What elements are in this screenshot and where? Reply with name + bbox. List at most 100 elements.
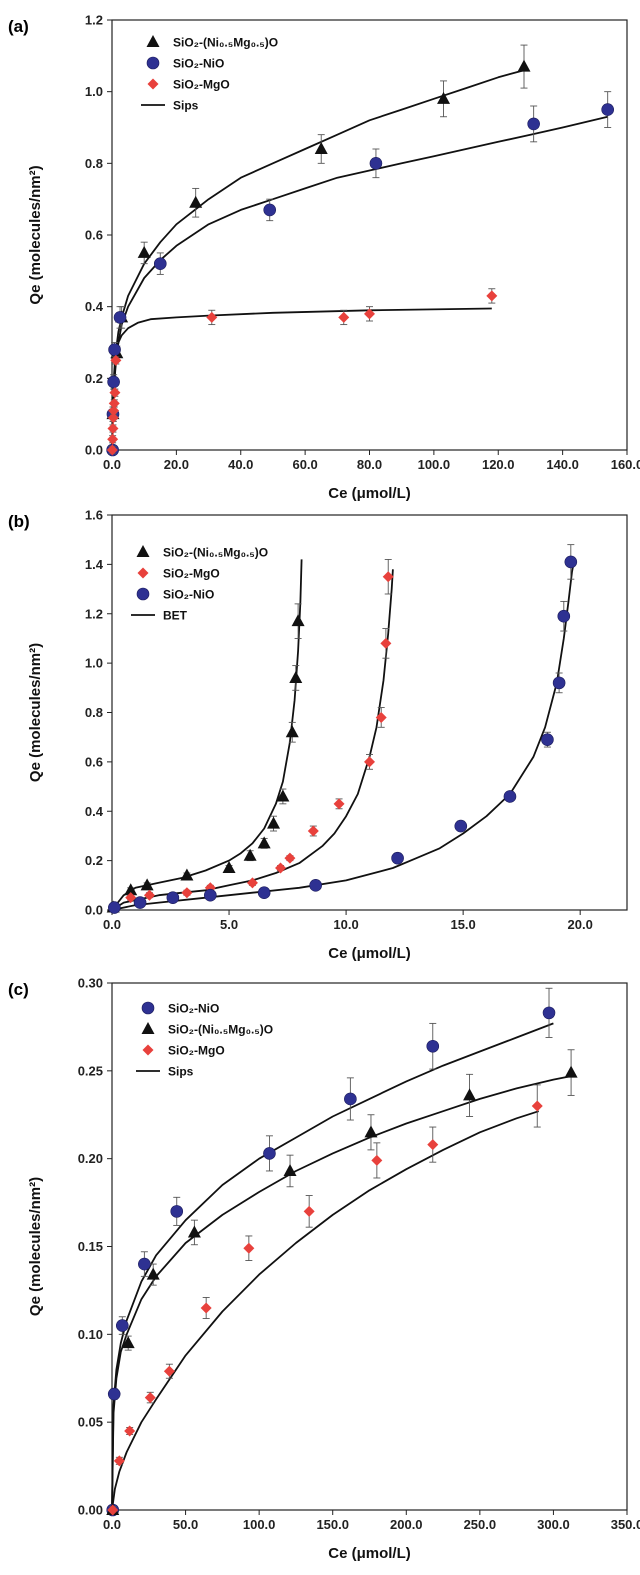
data-point	[344, 1092, 357, 1106]
data-point	[206, 311, 218, 323]
data-point	[364, 1125, 378, 1138]
data-point	[486, 290, 498, 302]
x-tick-label: 300.0	[537, 1517, 570, 1532]
data-point	[517, 59, 531, 72]
legend-marker	[142, 1044, 154, 1056]
x-axis-title: Ce (μmol/L)	[328, 945, 411, 962]
legend-marker	[146, 56, 160, 70]
data-point	[307, 825, 319, 837]
data-point	[338, 311, 350, 323]
legend-label: SiO₂-MgO	[168, 1044, 225, 1058]
legend-label: Sips	[173, 99, 199, 113]
data-point	[369, 157, 383, 170]
data-point	[181, 887, 193, 899]
data-point	[257, 836, 271, 849]
x-tick-label: 40.0	[228, 457, 253, 472]
data-point	[144, 1392, 156, 1404]
legend: SiO₂-(Ni₀.₅Mg₀.₅)O SiO₂-NiO SiO₂-MgO Sips	[141, 35, 278, 113]
x-tick-label: 80.0	[357, 457, 382, 472]
data-point	[107, 1504, 119, 1516]
legend-label: SiO₂-NiO	[163, 588, 214, 602]
y-tick-label: 0.20	[78, 1151, 103, 1166]
data-point	[267, 816, 281, 829]
x-axis-title: Ce (μmol/L)	[328, 1545, 411, 1562]
data-point	[113, 1455, 125, 1467]
data-point	[116, 1319, 129, 1332]
fit-curve-3	[111, 1110, 539, 1511]
data-point	[426, 1039, 440, 1053]
data-point	[189, 195, 203, 208]
data-point	[285, 725, 299, 738]
data-point	[108, 343, 121, 356]
y-tick-label: 0.0	[85, 903, 103, 918]
data-point	[364, 308, 375, 320]
data-point	[133, 896, 147, 909]
legend: SiO₂-(Ni₀.₅Mg₀.₅)O SiO₂-MgO SiO₂-NiO BET	[131, 545, 268, 623]
legend: SiO₂-NiO SiO₂-(Ni₀.₅Mg₀.₅)O SiO₂-MgO Sips	[136, 1002, 273, 1079]
x-tick-label: 5.0	[220, 917, 238, 932]
data-point	[166, 891, 180, 904]
data-point	[427, 1139, 439, 1151]
legend-label: SiO₂-(Ni₀.₅Mg₀.₅)O	[163, 546, 268, 560]
data-point	[124, 883, 138, 896]
data-point	[291, 614, 305, 627]
plot-frame	[111, 982, 628, 1511]
y-tick-label: 1.0	[85, 84, 103, 99]
x-tick-label: 200.0	[390, 1517, 423, 1532]
data-point	[108, 405, 120, 417]
data-point	[107, 412, 119, 424]
data-point	[437, 91, 451, 104]
y-tick-label: 0.4	[85, 299, 104, 314]
y-tick-label: 0.6	[85, 228, 103, 243]
data-point	[542, 1006, 556, 1020]
data-point	[125, 892, 137, 904]
data-point	[137, 245, 151, 258]
legend-marker	[146, 35, 160, 47]
y-tick-label: 0.2	[85, 371, 103, 386]
x-tick-label: 250.0	[464, 1517, 497, 1532]
chart-panel-a: (a) 0.0 20.0 40.0 60.0 80.0 100.0 120.0 140.0 160…	[8, 13, 640, 503]
data-point	[275, 862, 287, 874]
data-point	[371, 1154, 383, 1166]
data-point	[146, 1267, 160, 1280]
chart-panel-b: (b) 0.0 5.0 10.0 15.0 20.0 0.0 0.2 0.4 0.6 0.8 1.0 1…	[8, 508, 628, 962]
data-point	[552, 676, 566, 690]
x-tick-label: 0.0	[103, 1517, 121, 1532]
fit-curve-2	[111, 569, 394, 911]
data-point	[187, 1225, 201, 1238]
data-point	[153, 257, 167, 270]
x-tick-label: 60.0	[292, 457, 317, 472]
chart-panel-c: (c)0.0 50.0 100.0 150.0 200.0 250.0 300.0 350.0…	[8, 976, 640, 1563]
x-tick-label: 160.0	[611, 457, 640, 472]
y-tick-label: 0.2	[85, 853, 103, 868]
y-tick-label: 0.6	[85, 754, 103, 769]
legend-label: SiO₂-(Ni₀.₅Mg₀.₅)O	[173, 36, 278, 50]
data-point	[601, 103, 614, 116]
legend-label: Sips	[168, 1065, 194, 1079]
data-point	[107, 433, 119, 445]
legend-label: SiO₂-NiO	[168, 1002, 219, 1016]
data-point	[284, 852, 296, 864]
data-point	[108, 397, 120, 409]
data-point	[246, 877, 258, 889]
y-tick-label: 1.6	[85, 508, 103, 523]
data-point	[503, 790, 517, 803]
data-point	[454, 819, 468, 833]
data-point	[303, 1205, 315, 1217]
panel-label: (b)	[8, 512, 30, 531]
legend-marker	[136, 587, 150, 601]
y-tick-label: 1.2	[85, 13, 103, 28]
data-point	[180, 868, 194, 881]
data-point	[364, 756, 375, 768]
data-point	[263, 203, 277, 217]
x-tick-label: 350.0	[611, 1517, 640, 1532]
y-tick-label: 0.15	[78, 1239, 103, 1254]
data-point	[283, 1163, 297, 1176]
data-point	[463, 1088, 477, 1101]
data-point	[333, 798, 345, 810]
x-axis-title: Ce (μmol/L)	[328, 485, 411, 502]
data-point	[309, 879, 322, 892]
x-tick-label: 150.0	[316, 1517, 349, 1532]
data-point	[163, 1365, 175, 1377]
